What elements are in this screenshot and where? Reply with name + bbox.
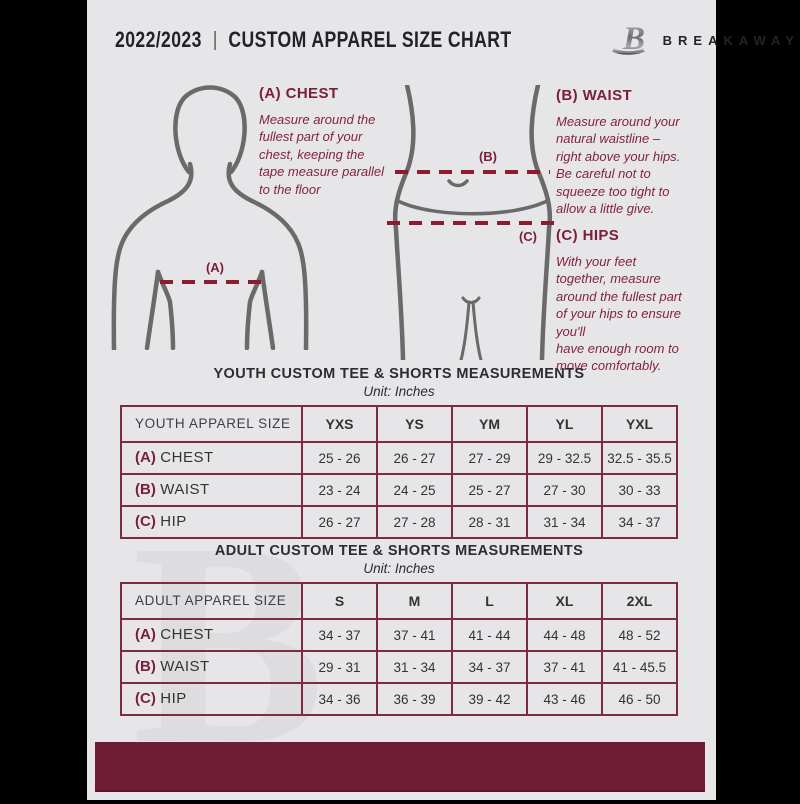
size-col-yxs: YXS: [301, 405, 378, 443]
cell-value: 25 - 26: [301, 441, 378, 475]
chest-description: Measure around the fullest part of your …: [259, 112, 385, 197]
table-row: (A) CHEST 34 - 37 37 - 41 41 - 44 44 - 4…: [120, 618, 678, 652]
row-label: WAIST: [160, 658, 210, 675]
size-col-xl: XL: [526, 582, 603, 620]
cell-value: 48 - 52: [601, 618, 678, 652]
cell-value: 43 - 46: [526, 682, 603, 716]
size-col-yxl: YXL: [601, 405, 678, 443]
chest-guide: (A) CHEST Measure around the fullest par…: [259, 85, 429, 198]
cell-value: 34 - 36: [301, 682, 378, 716]
cell-value: 25 - 27: [451, 473, 528, 507]
row-label: HIP: [160, 513, 187, 530]
chest-marker-label: (A): [206, 260, 224, 275]
page-header: 2022/2023 | CUSTOM APPAREL SIZE CHART B: [115, 20, 794, 60]
size-col-2xl: 2XL: [601, 582, 678, 620]
table-row: (A) CHEST 25 - 26 26 - 27 27 - 29 29 - 3…: [120, 441, 678, 475]
size-col-yl: YL: [526, 405, 603, 443]
youth-table-unit: Unit: Inches: [363, 384, 435, 399]
row-label: WAIST: [160, 481, 210, 498]
cell-value: 41 - 44: [451, 618, 528, 652]
table-header-row: YOUTH APPAREL SIZE YXS YS YM YL YXL: [120, 405, 678, 443]
cell-value: 31 - 34: [526, 505, 603, 539]
hips-guide: (C) HIPS With your feet together, measur…: [556, 227, 714, 375]
adult-table-unit: Unit: Inches: [363, 561, 435, 576]
brand-group: B BREAKAWAY: [611, 19, 800, 62]
row-marker: (B): [135, 658, 156, 675]
size-col-s: S: [301, 582, 378, 620]
table-row: (B) WAIST 23 - 24 24 - 25 25 - 27 27 - 3…: [120, 473, 678, 507]
waist-description: Measure around your natural waistline – …: [556, 114, 681, 217]
youth-size-col-header: YOUTH APPAREL SIZE: [135, 416, 291, 431]
waist-guide: (B) WAIST Measure around your natural wa…: [556, 87, 711, 217]
row-marker: (A): [135, 626, 156, 643]
cell-value: 26 - 27: [301, 505, 378, 539]
cell-value: 28 - 31: [451, 505, 528, 539]
chest-figure-illustration: (A): [111, 85, 309, 350]
hips-marker-label: (C): [519, 229, 537, 244]
cell-value: 36 - 39: [376, 682, 453, 716]
waist-marker-label: (B): [479, 149, 497, 164]
cell-value: 23 - 24: [301, 473, 378, 507]
header-divider: |: [213, 28, 218, 51]
adult-size-col-header: ADULT APPAREL SIZE: [135, 593, 287, 608]
cell-value: 27 - 29: [451, 441, 528, 475]
row-marker: (B): [135, 481, 156, 498]
table-row: (B) WAIST 29 - 31 31 - 34 34 - 37 37 - 4…: [120, 650, 678, 684]
brand-name: BREAKAWAY: [662, 32, 800, 48]
page-title: CUSTOM APPAREL SIZE CHART: [228, 27, 512, 52]
header-title-group: 2022/2023 | CUSTOM APPAREL SIZE CHART: [115, 27, 512, 53]
row-label: HIP: [160, 690, 187, 707]
size-col-ym: YM: [451, 405, 528, 443]
cell-value: 34 - 37: [451, 650, 528, 684]
waist-heading: (B) WAIST: [556, 87, 633, 104]
cell-value: 27 - 30: [526, 473, 603, 507]
waist-hips-figure-illustration: (B) (C): [387, 85, 558, 360]
row-label: CHEST: [160, 449, 214, 466]
season-label: 2022/2023: [115, 27, 202, 52]
cell-value: 32.5 - 35.5: [601, 441, 678, 475]
cell-value: 34 - 37: [301, 618, 378, 652]
cell-value: 29 - 31: [301, 650, 378, 684]
cell-value: 24 - 25: [376, 473, 453, 507]
svg-text:B: B: [622, 21, 645, 57]
breakaway-b-logo-icon: B: [611, 19, 653, 62]
hips-description: With your feet together, measure around …: [556, 254, 682, 374]
adult-section: ADULT CUSTOM TEE & SHORTS MEASUREMENTS U…: [120, 543, 678, 716]
youth-table-title: YOUTH CUSTOM TEE & SHORTS MEASUREMENTS: [213, 366, 585, 382]
row-marker: (C): [135, 690, 156, 707]
cell-value: 37 - 41: [376, 618, 453, 652]
row-marker: (A): [135, 449, 156, 466]
cell-value: 44 - 48: [526, 618, 603, 652]
cell-value: 41 - 45.5: [601, 650, 678, 684]
cell-value: 39 - 42: [451, 682, 528, 716]
adult-size-table: ADULT APPAREL SIZE S M L XL 2XL (A) CHES…: [120, 582, 678, 716]
adult-table-title: ADULT CUSTOM TEE & SHORTS MEASUREMENTS: [214, 543, 584, 559]
table-header-row: ADULT APPAREL SIZE S M L XL 2XL: [120, 582, 678, 620]
table-row: (C) HIP 26 - 27 27 - 28 28 - 31 31 - 34 …: [120, 505, 678, 539]
size-chart-page: 2022/2023 | CUSTOM APPAREL SIZE CHART B: [87, 0, 794, 800]
size-col-ys: YS: [376, 405, 453, 443]
hips-heading: (C) HIPS: [556, 227, 620, 244]
youth-size-table: YOUTH APPAREL SIZE YXS YS YM YL YXL (A) …: [120, 405, 678, 539]
cell-value: 27 - 28: [376, 505, 453, 539]
cell-value: 37 - 41: [526, 650, 603, 684]
youth-section: YOUTH CUSTOM TEE & SHORTS MEASUREMENTS U…: [120, 366, 678, 539]
size-col-l: L: [451, 582, 528, 620]
chest-heading: (A) CHEST: [259, 85, 339, 102]
cell-value: 31 - 34: [376, 650, 453, 684]
cell-value: 34 - 37: [601, 505, 678, 539]
cell-value: 26 - 27: [376, 441, 453, 475]
row-label: CHEST: [160, 626, 214, 643]
row-marker: (C): [135, 513, 156, 530]
cell-value: 46 - 50: [601, 682, 678, 716]
size-col-m: M: [376, 582, 453, 620]
table-row: (C) HIP 34 - 36 36 - 39 39 - 42 43 - 46 …: [120, 682, 678, 716]
cell-value: 29 - 32.5: [526, 441, 603, 475]
measurement-diagrams: (A) (A) CHEST Measure around the fullest…: [87, 75, 716, 373]
footer-accent-bar: [95, 742, 705, 792]
cell-value: 30 - 33: [601, 473, 678, 507]
